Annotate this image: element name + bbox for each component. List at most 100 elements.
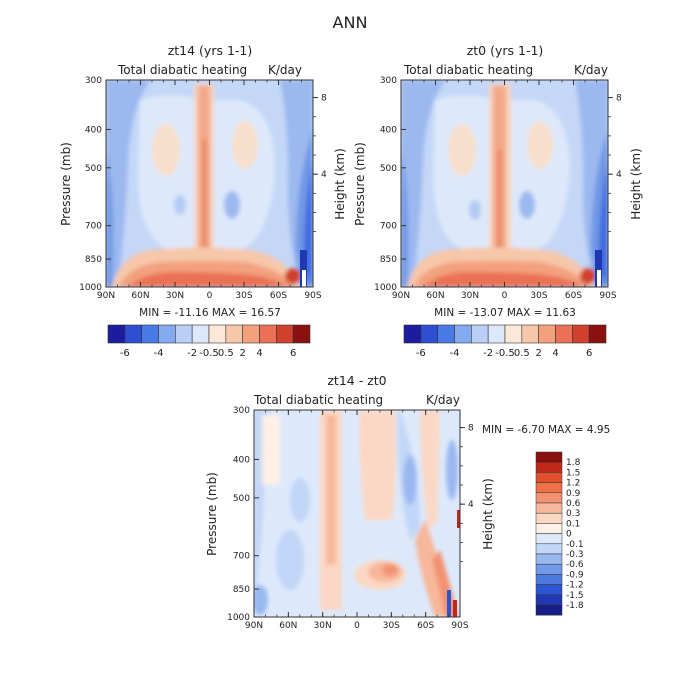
y-tick-label: 500 — [380, 164, 397, 174]
x-tick-label: 90N — [392, 291, 410, 301]
x-tick-label: 30N — [166, 291, 184, 301]
panel-a-left-label: Total diabatic heating — [117, 63, 247, 77]
colorbar-label: -6 — [120, 348, 130, 359]
colorbar-swatch — [487, 324, 506, 344]
colorbar-label: -0.5 — [495, 348, 515, 359]
colorbar-swatch — [225, 324, 243, 344]
colorbar-swatch — [191, 324, 210, 344]
panel-b-ticks: 90N 60N 30N 0 30S 60S 90S 300 400 500 700 850 1000 8 4 — [374, 76, 622, 301]
y-right-tick-label: 8 — [321, 94, 327, 104]
panel-c-ylabel-right: Height (km) — [481, 478, 495, 549]
colorbar-swatch — [141, 324, 159, 344]
colorbar-label: 6 — [290, 348, 296, 359]
panel-b-ylabel-right: Height (km) — [629, 148, 643, 219]
x-tick-label: 60N — [131, 291, 149, 301]
colorbar-label: 0.3 — [566, 509, 580, 519]
panel-c-units: K/day — [426, 393, 460, 407]
y-tick-label: 400 — [380, 125, 397, 135]
x-tick-label: 60S — [270, 291, 287, 301]
colorbar-swatch — [124, 324, 142, 344]
x-tick-label: 0 — [354, 621, 360, 631]
y-tick-label: 850 — [233, 585, 250, 595]
colorbar-label: 0.9 — [566, 489, 581, 499]
colorbar-label: 0 — [566, 530, 572, 540]
colorbar-swatch — [420, 324, 438, 344]
colorbar-label: -0.3 — [566, 550, 584, 560]
x-tick-label: 30S — [530, 291, 547, 301]
y-tick-label: 300 — [85, 76, 102, 86]
colorbar-swatch — [588, 324, 607, 344]
y-tick-label: 1000 — [374, 283, 397, 293]
y-tick-label: 850 — [380, 255, 397, 265]
panel-c-heatmap — [254, 410, 460, 617]
panel-a-ticks: 90N 60N 30N 0 30S 60S 90S 300 400 500 700 850 1000 8 4 — [79, 76, 327, 301]
colorbar-swatch — [535, 533, 563, 545]
y-right-tick-label: 4 — [468, 500, 474, 510]
colorbar-label: -0.6 — [566, 560, 584, 570]
panel-a-ylabel: Pressure (mb) — [59, 142, 73, 226]
colorbar-label: 1.8 — [566, 458, 581, 468]
colorbar-swatch — [535, 472, 563, 483]
colorbar-swatch — [535, 584, 563, 596]
x-tick-label: 60S — [417, 621, 434, 631]
y-tick-label: 1000 — [79, 283, 102, 293]
x-tick-label: 90S — [304, 291, 321, 301]
colorbar-label: -0.9 — [566, 570, 584, 580]
colorbar-label: 4 — [552, 348, 558, 359]
x-tick-label: 90N — [245, 621, 263, 631]
colorbar-swatch — [259, 324, 277, 344]
panel-c-minmax: MIN = -6.70 MAX = 4.95 — [482, 424, 610, 436]
colorbar-swatch — [535, 451, 563, 463]
colorbar-swatch — [535, 604, 563, 616]
panel-a: zt14 (yrs 1-1) Total diabatic heating K/… — [59, 43, 347, 319]
colorbar-swatch — [276, 324, 294, 344]
panel-c-axes: Pressure (mb) Height (km) 90N 60N 30N 0 30S 6… — [205, 406, 495, 631]
colorbar-b: -6 -4 -2 -0.5 0.5 2 4 6 — [403, 324, 607, 359]
colorbar-label: 0.5 — [514, 348, 530, 359]
x-tick-label: 30N — [461, 291, 479, 301]
colorbar-label: -0.5 — [199, 348, 219, 359]
colorbar-swatch — [242, 324, 260, 344]
y-tick-label: 500 — [85, 164, 102, 174]
y-right-tick-label: 8 — [468, 424, 474, 434]
colorbar-label: -1.8 — [566, 601, 584, 611]
panel-b-left-label: Total diabatic heating — [403, 63, 533, 77]
colorbar-label: 2 — [239, 348, 245, 359]
colorbar-swatch — [535, 502, 563, 514]
x-tick-label: 60N — [279, 621, 297, 631]
panel-c-left-label: Total diabatic heating — [253, 393, 383, 407]
colorbar-swatch — [535, 594, 563, 606]
y-tick-label: 700 — [233, 552, 250, 562]
figure-title: ANN — [333, 13, 368, 32]
panel-c-ticks: 90N 60N 30N 0 30S 60S 90S 300 400 500 700 850 1000 8 4 — [227, 406, 474, 631]
colorbar-label: -4 — [450, 348, 460, 359]
panel-b-minmax: MIN = -13.07 MAX = 11.63 — [434, 307, 576, 319]
y-tick-label: 400 — [85, 125, 102, 135]
colorbar-swatch — [535, 563, 563, 575]
colorbar-swatch — [555, 324, 573, 344]
colorbar-swatch — [572, 324, 590, 344]
colorbar-swatch — [535, 461, 563, 473]
panel-a-units: K/day — [268, 63, 302, 77]
colorbar-label: 4 — [256, 348, 262, 359]
colorbar-label: 0.1 — [566, 519, 580, 529]
colorbar-swatch — [504, 324, 523, 344]
colorbar-swatch — [208, 324, 227, 344]
x-tick-label: 0 — [207, 291, 213, 301]
y-tick-label: 300 — [233, 406, 250, 416]
panel-c: zt14 - zt0 Total diabatic heating K/day — [205, 373, 610, 631]
colorbar-swatch — [158, 324, 176, 344]
y-tick-label: 400 — [233, 455, 250, 465]
y-tick-label: 1000 — [227, 613, 250, 623]
x-tick-label: 60S — [565, 291, 582, 301]
x-tick-label: 90S — [451, 621, 468, 631]
x-tick-label: 30N — [314, 621, 332, 631]
panel-a-ylabel-right: Height (km) — [333, 148, 347, 219]
panel-b-heatmap — [401, 80, 608, 287]
panel-b-units: K/day — [574, 63, 608, 77]
colorbar-label: -2 — [483, 348, 493, 359]
panel-a-minmax: MIN = -11.16 MAX = 16.57 — [139, 307, 281, 319]
x-tick-label: 30S — [235, 291, 252, 301]
y-right-tick-label: 4 — [616, 170, 622, 180]
colorbar-swatch — [107, 324, 126, 344]
